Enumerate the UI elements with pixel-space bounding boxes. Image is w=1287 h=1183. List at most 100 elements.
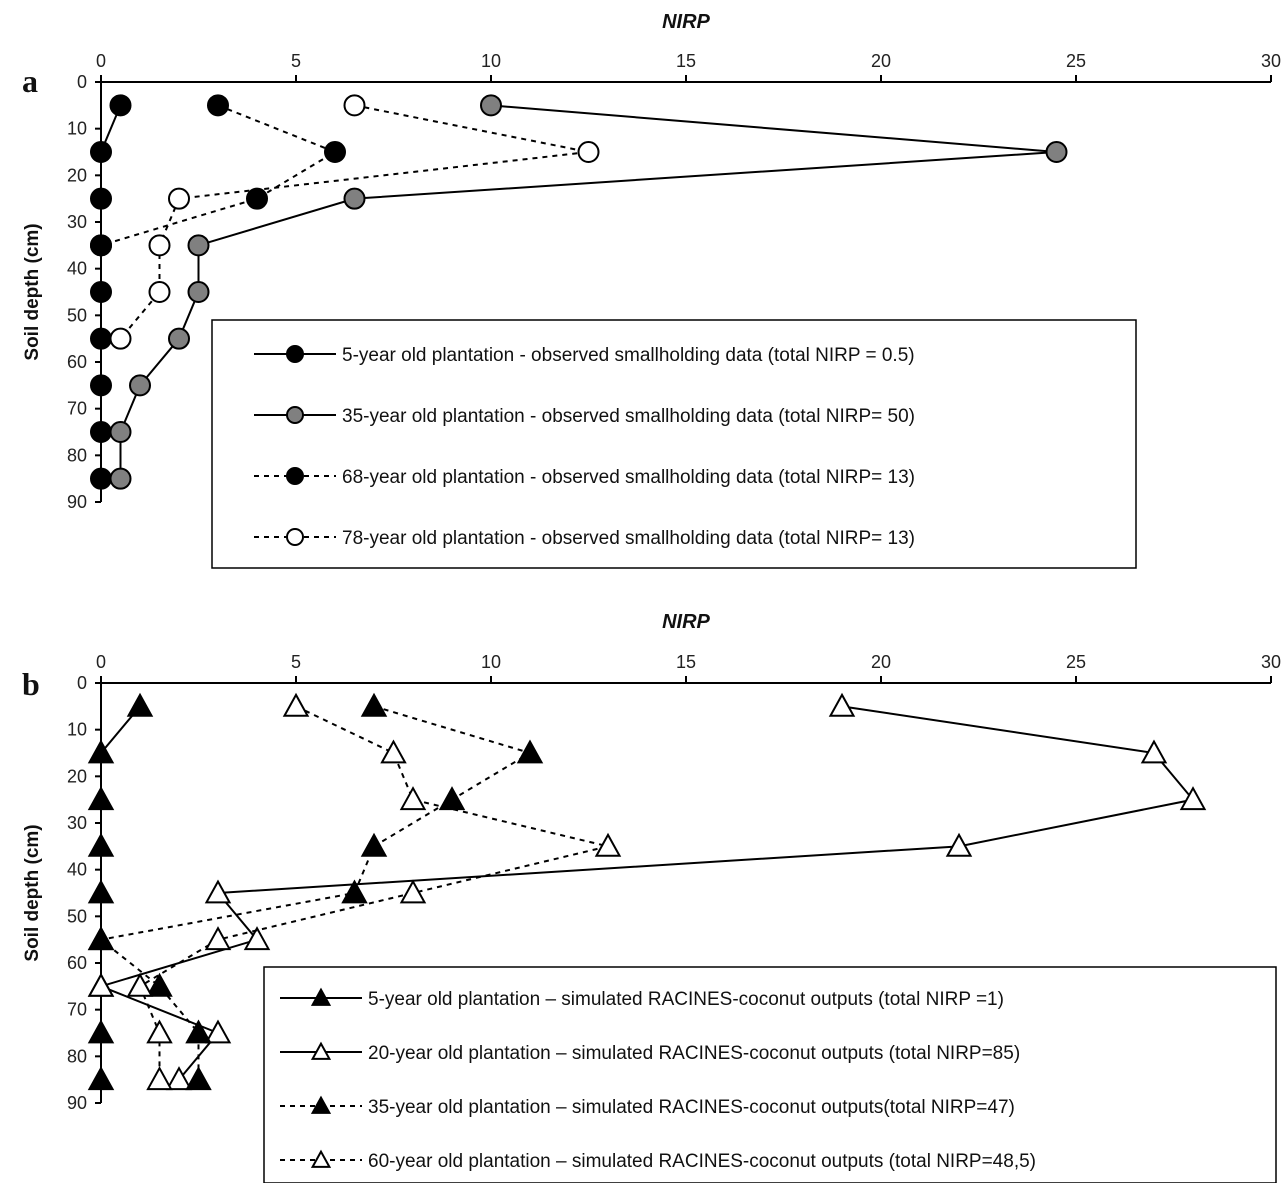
data-point xyxy=(1140,739,1168,764)
x-tick-label: 30 xyxy=(1261,51,1281,71)
data-point xyxy=(399,879,427,904)
data-point xyxy=(109,421,132,443)
series-2 xyxy=(87,692,1207,1091)
data-point xyxy=(360,832,388,857)
data-point xyxy=(126,692,154,717)
data-point xyxy=(87,832,115,857)
y-tick-label: 20 xyxy=(67,766,87,786)
data-point xyxy=(87,926,115,951)
y-tick-label: 70 xyxy=(67,1000,87,1020)
data-point xyxy=(109,327,132,350)
data-point xyxy=(87,972,115,997)
data-point xyxy=(516,739,544,764)
x-tick-label: 20 xyxy=(871,51,891,71)
legend-item: 78-year old plantation - observed smallh… xyxy=(254,528,915,549)
data-point xyxy=(87,739,115,764)
y-axis-title: Soil depth (cm) xyxy=(22,223,43,360)
legend: 5-year old plantation - observed smallho… xyxy=(211,319,1137,569)
x-tick-label: 20 xyxy=(871,652,891,672)
data-point xyxy=(243,926,271,951)
legend-item: 35-year old plantation - observed smallh… xyxy=(254,406,915,427)
data-point xyxy=(87,1019,115,1044)
legend-marker xyxy=(286,345,304,363)
data-point xyxy=(945,832,973,857)
y-tick-label: 10 xyxy=(67,119,87,139)
panel-label: b xyxy=(22,666,40,702)
y-tick-label: 60 xyxy=(67,352,87,372)
data-point xyxy=(168,327,190,350)
series-line xyxy=(100,104,338,247)
data-point xyxy=(146,1019,173,1044)
data-point xyxy=(1179,786,1207,811)
data-point xyxy=(90,141,112,163)
x-tick-label: 15 xyxy=(676,51,696,71)
x-tick-label: 5 xyxy=(291,51,301,71)
y-tick-label: 50 xyxy=(67,305,87,325)
legend: 5-year old plantation – simulated RACINE… xyxy=(263,966,1277,1183)
data-point xyxy=(90,421,112,443)
x-tick-label: 5 xyxy=(291,652,301,672)
legend-marker xyxy=(286,528,304,546)
data-point xyxy=(204,1019,232,1044)
x-tick-label: 25 xyxy=(1066,652,1086,672)
data-point xyxy=(577,141,600,163)
y-tick-label: 10 xyxy=(67,720,87,740)
x-axis-title: NIRP xyxy=(662,611,710,633)
data-point xyxy=(246,187,268,210)
x-tick-label: 25 xyxy=(1066,51,1086,71)
data-point xyxy=(187,281,210,303)
x-tick-label: 10 xyxy=(481,51,501,71)
data-point xyxy=(380,739,407,764)
legend-label: 20-year old plantation – simulated RACIN… xyxy=(368,1043,1020,1064)
data-point xyxy=(87,1066,115,1091)
y-tick-label: 30 xyxy=(67,813,87,833)
data-point xyxy=(438,786,466,811)
data-point xyxy=(90,327,112,350)
data-point xyxy=(90,234,112,257)
data-point xyxy=(207,94,229,117)
y-tick-label: 80 xyxy=(67,445,87,465)
series-3 xyxy=(87,692,544,1091)
data-point xyxy=(324,141,346,163)
y-tick-label: 80 xyxy=(67,1046,87,1066)
x-axis-title: NIRP xyxy=(662,11,710,33)
data-point xyxy=(90,374,112,397)
legend-item: 5-year old plantation – simulated RACINE… xyxy=(280,987,1004,1010)
series-4 xyxy=(126,692,622,1091)
legend-marker xyxy=(286,406,304,424)
legend-marker xyxy=(310,1041,332,1060)
panel-label: a xyxy=(22,63,38,99)
x-tick-label: 0 xyxy=(96,652,106,672)
data-point xyxy=(399,786,427,811)
x-tick-label: 15 xyxy=(676,652,696,672)
data-point xyxy=(343,94,366,117)
legend-marker xyxy=(310,987,332,1006)
legend-item: 68-year old plantation - observed smallh… xyxy=(254,467,915,488)
y-tick-label: 0 xyxy=(77,673,87,693)
data-point xyxy=(90,281,112,303)
data-point xyxy=(148,234,171,257)
data-point xyxy=(146,1066,173,1091)
legend-marker xyxy=(286,467,304,485)
y-tick-label: 90 xyxy=(67,1093,87,1113)
legend-label: 35-year old plantation – simulated RACIN… xyxy=(368,1097,1015,1118)
data-point xyxy=(1045,141,1068,163)
data-point xyxy=(148,281,171,303)
x-tick-label: 10 xyxy=(481,652,501,672)
y-tick-label: 90 xyxy=(67,492,87,512)
x-tick-label: 0 xyxy=(96,51,106,71)
y-axis-title: Soil depth (cm) xyxy=(22,824,43,961)
data-point xyxy=(87,879,115,904)
panel-a: a 0 5 10 15 20 25 30 NIRP 0 10 20 30 40 50 60 70 80 90 Soil… xyxy=(22,11,1281,569)
legend-box xyxy=(211,319,1137,569)
data-point xyxy=(343,187,366,210)
legend-marker xyxy=(310,1149,332,1168)
y-tick-label: 70 xyxy=(67,399,87,419)
panel-b: b 0 5 10 15 20 25 30 NIRP 0 10 20 30 40 50 60 70 80 90 Soil… xyxy=(22,611,1281,1183)
legend-item: 5-year old plantation - observed smallho… xyxy=(254,345,915,366)
data-point xyxy=(341,879,368,904)
series-1 xyxy=(87,692,154,1091)
legend-marker xyxy=(310,1095,332,1114)
y-tick-label: 30 xyxy=(67,212,87,232)
